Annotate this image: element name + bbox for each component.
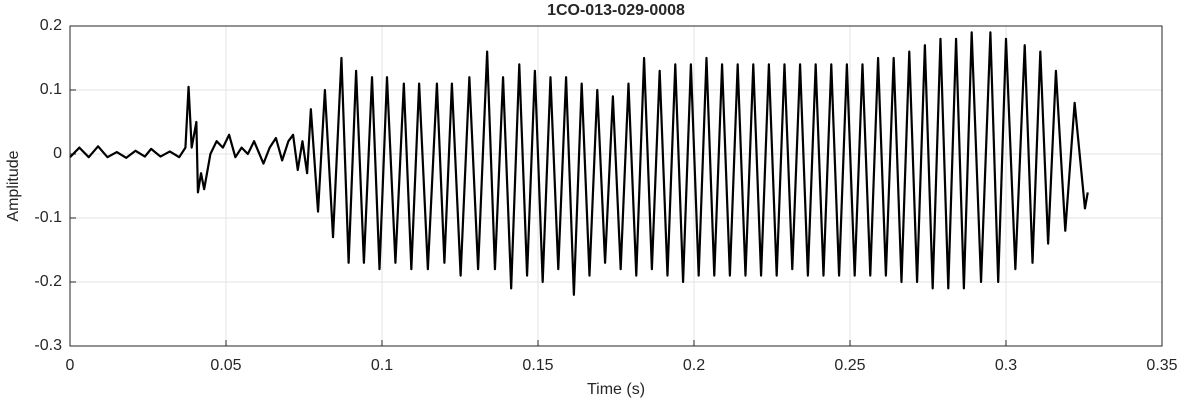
y-tick-label: -0.3 [34, 337, 62, 354]
axes-box [69, 25, 1163, 347]
y-tick-label: -0.1 [34, 209, 62, 226]
y-tick-label: 0.1 [40, 81, 62, 98]
x-tick-label: 0.05 [210, 357, 241, 374]
y-tick-label: -0.2 [34, 273, 62, 290]
x-tick-label: 0 [66, 357, 75, 374]
x-tick-label: 0.15 [522, 357, 553, 374]
x-axis-label: Time (s) [587, 381, 645, 398]
waveform-line [69, 31, 1089, 296]
y-tick-label: 0.2 [40, 17, 62, 34]
x-tick-label: 0.25 [834, 357, 865, 374]
y-tick-label: 0 [53, 145, 62, 162]
y-axis-label: Amplitude [5, 150, 22, 221]
x-tick-label: 0.35 [1146, 357, 1177, 374]
x-tick-label: 0.3 [995, 357, 1017, 374]
chart-title: 1CO-013-029-0008 [547, 2, 685, 19]
x-tick-label: 0.2 [683, 357, 705, 374]
x-tick-label: 0.1 [371, 357, 393, 374]
